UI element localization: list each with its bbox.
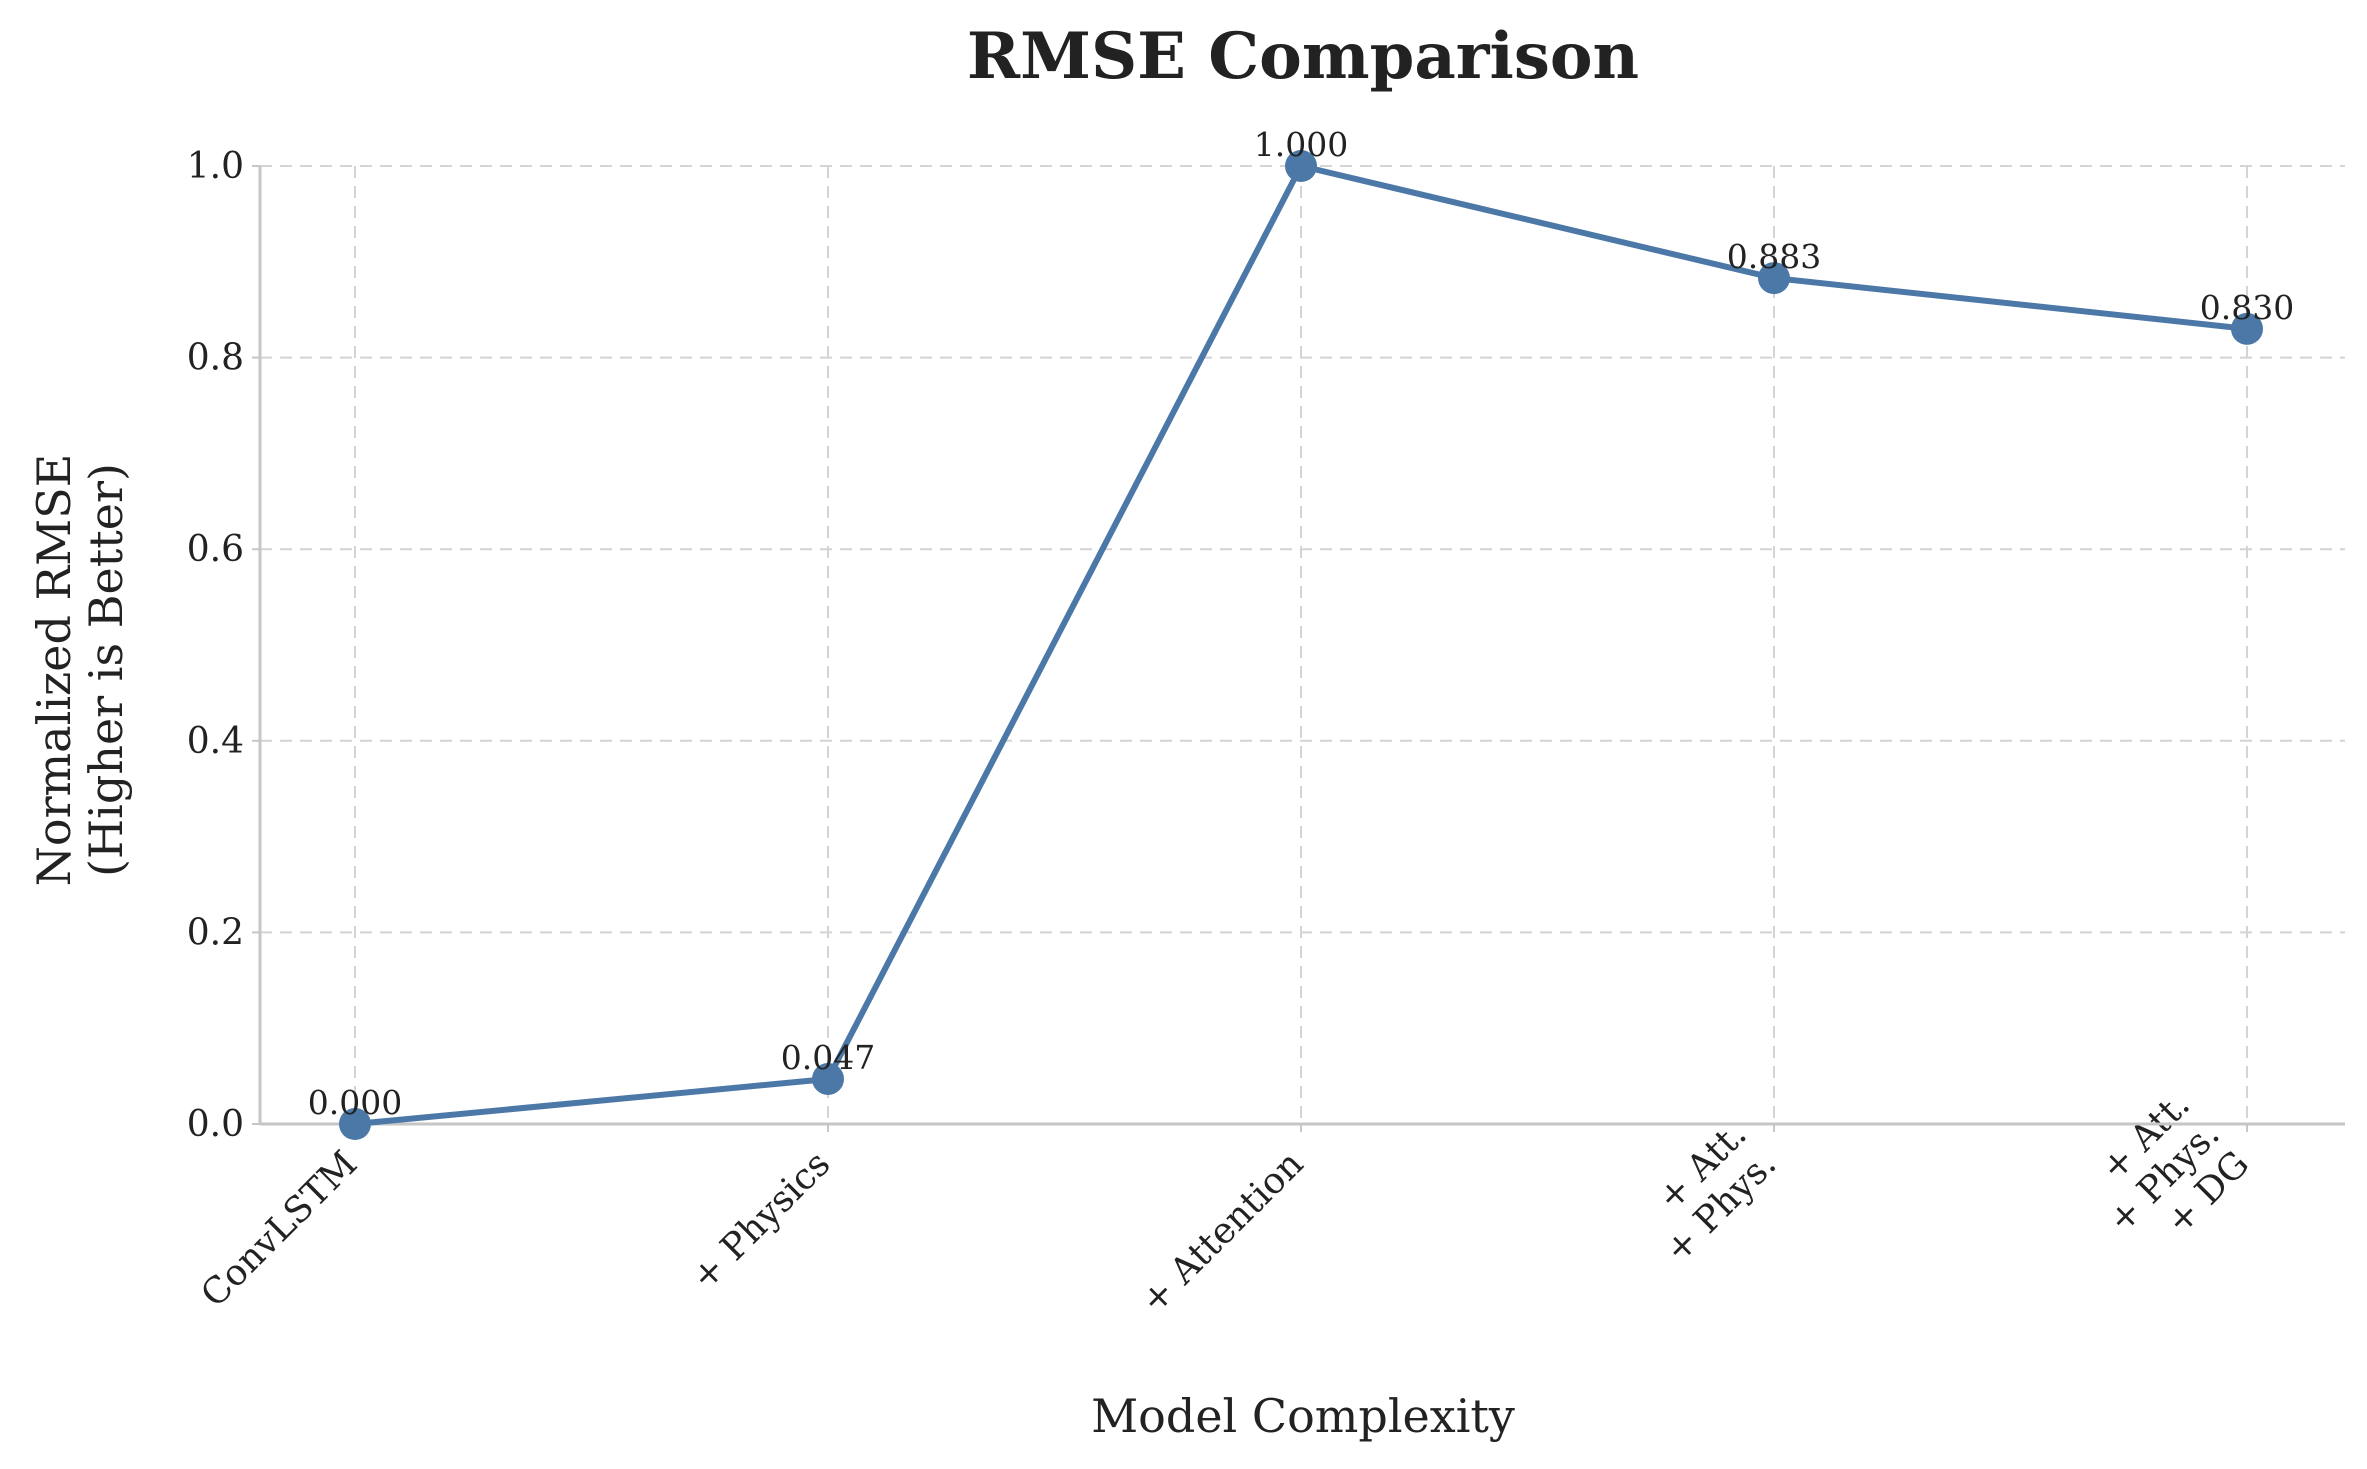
x-tick-label-group: + Att.+ Phys. bbox=[1650, 1114, 1785, 1271]
y-axis-title: Normalized RMSE(Higher is Better) bbox=[27, 454, 133, 887]
data-labels-layer: 0.000 0.047 1.000 0.883 0.830 bbox=[308, 125, 2294, 1122]
y-axis-title-line: Normalized RMSE bbox=[27, 454, 81, 887]
x-axis-title: Model Complexity bbox=[1091, 1389, 1515, 1443]
data-point bbox=[2231, 312, 2263, 345]
x-tick-label: + Attention bbox=[1133, 1143, 1311, 1321]
data-point bbox=[812, 1062, 844, 1095]
x-tick-label-group: + Physics bbox=[684, 1143, 839, 1298]
y-axis-title-line: (Higher is Better) bbox=[79, 463, 133, 877]
data-label: 0.883 bbox=[1727, 237, 1821, 276]
x-tick-label-group: + Attention bbox=[1133, 1143, 1311, 1321]
x-tick-label-group: + Att.+ Phys.+ DG bbox=[2093, 1084, 2257, 1243]
axes-layer: 0.0 0.2 0.4 0.6 0.8 1.0 ConvLSTM + Physics + Att… bbox=[187, 146, 2345, 1322]
y-tick-label: 0.8 bbox=[187, 338, 244, 379]
data-label: 0.000 bbox=[308, 1083, 402, 1122]
data-point bbox=[339, 1108, 371, 1140]
chart-title: RMSE Comparison bbox=[967, 19, 1639, 94]
y-tick-label: 0.0 bbox=[187, 1104, 244, 1145]
data-point bbox=[1285, 150, 1317, 182]
grid-layer bbox=[260, 165, 2345, 1124]
data-point bbox=[1758, 262, 1790, 295]
data-label: 0.830 bbox=[2200, 288, 2294, 327]
y-tick-label: 0.2 bbox=[187, 912, 244, 953]
x-tick-label: + Physics bbox=[684, 1143, 839, 1298]
data-label: 1.000 bbox=[1254, 125, 1348, 164]
x-tick-label: ConvLSTM bbox=[193, 1143, 365, 1315]
x-tick-label-group: ConvLSTM bbox=[193, 1143, 365, 1315]
data-label: 0.047 bbox=[781, 1038, 875, 1077]
y-tick-label: 0.4 bbox=[187, 721, 244, 762]
y-tick-label: 1.0 bbox=[187, 146, 244, 187]
series-layer bbox=[339, 150, 2263, 1140]
y-tick-label: 0.6 bbox=[187, 529, 244, 570]
y-axis-title-group: Normalized RMSE(Higher is Better) bbox=[27, 454, 133, 887]
